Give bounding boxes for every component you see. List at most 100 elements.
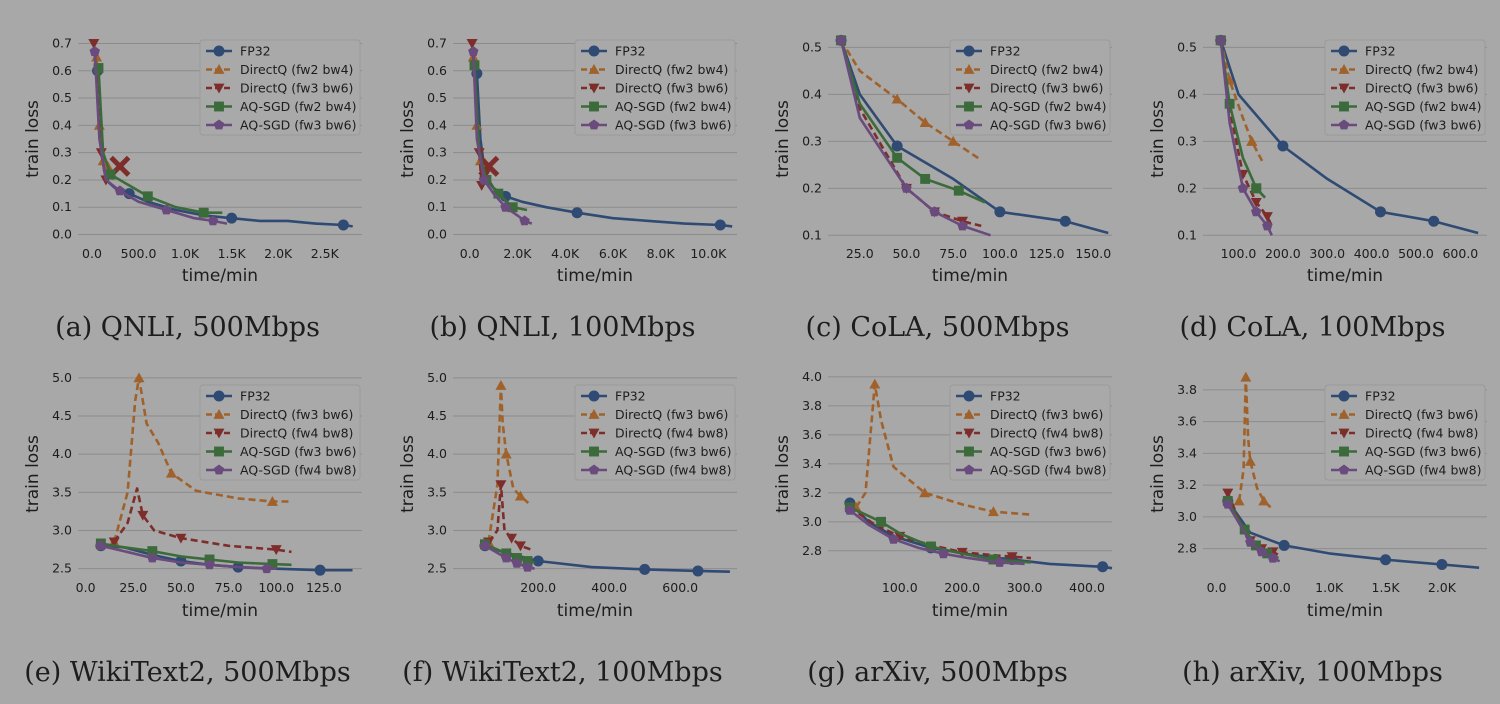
legend-entry: FP32 [240,389,271,404]
data-point [1267,552,1279,563]
data-point [105,169,116,180]
caption-c: (c) CoLA, 500Mbps [805,312,1070,343]
series-line [849,509,1025,566]
legend-marker [213,45,225,57]
data-point [929,206,940,217]
legend-marker [214,446,224,457]
x-axis-label: time/min [182,601,258,621]
legend-marker [963,119,975,130]
legend-marker [1338,83,1350,94]
x-tick-label: 600.0 [662,580,698,595]
data-point [987,506,999,517]
series-line [855,382,1032,516]
chart-b: 0.0 0.1 0.2 0.3 0.4 0.5 0.6 0.7 0.0 2.0K 4.0K 6.0K 8… [398,35,737,286]
legend-entry: AQ-SGD (fw4 bw8) [615,463,731,478]
data-point [994,206,1006,218]
legend-entry: AQ-SGD (fw4 bw8) [1365,463,1481,478]
series-line [100,542,292,567]
data-point [888,533,899,544]
series-aq-sgd-fw4-bw8- [479,540,535,572]
x-tick-label: 0.0 [1207,580,1227,595]
x-tick-label: 125.0 [1029,246,1065,261]
data-point [514,541,526,552]
legend-entry: AQ-SGD (fw3 bw6) [615,118,731,133]
y-tick-label: 0.2 [1177,180,1197,195]
legend-marker [1338,119,1350,130]
x-tick-label: 300.0 [1007,580,1043,595]
data-point [1222,488,1234,499]
x-tick-label: 4.0K [551,246,580,261]
y-tick-label: 3.0 [1177,509,1197,524]
x-tick-label: 200.0 [1265,246,1301,261]
caption-b: (b) QNLI, 100Mbps [429,312,696,343]
y-tick-label: 3.0 [802,514,822,529]
x-tick-label: 1.0K [171,246,200,261]
data-point [133,372,145,383]
data-point [919,487,931,498]
caption-a: (a) QNLI, 500Mbps [55,312,320,343]
y-tick-label: 0.1 [427,199,447,214]
x-tick-label: 25.0 [846,246,874,261]
series-directq-fw3-bw6- [1233,371,1272,509]
y-tick-label: 3.5 [427,484,447,499]
chart-c: 0.1 0.2 0.3 0.4 0.5 25.0 50.0 75.0 100.0 125.0 150… [773,34,1112,286]
series-line [487,483,532,551]
series-line [112,376,292,543]
data-point [892,152,903,163]
data-point [95,540,107,551]
chart-a: 0.0 0.1 0.2 0.3 0.4 0.5 0.6 0.7 0.0 500.0 1.0K 1.5K… [23,35,362,286]
legend-entry: DirectQ (fw4 bw8) [990,426,1103,441]
y-axis-label: train loss [1148,435,1168,513]
x-tick-label: 1.0K [1315,580,1344,595]
legend-marker [213,83,225,94]
y-axis-label: train loss [773,100,793,178]
legend-marker [213,464,225,475]
x-tick-label: 75.0 [939,246,967,261]
x-tick-label: 500.0 [1398,246,1434,261]
data-point [1262,548,1273,559]
data-point [522,561,533,572]
legend: FP32 DirectQ (fw3 bw6) DirectQ (fw4 bw8) AQ… [1324,384,1486,481]
legend-entry: DirectQ (fw3 bw6) [615,407,728,422]
legend-entry: FP32 [990,389,1021,404]
legend-marker [1338,64,1350,74]
y-axis-label: train loss [1148,100,1168,178]
data-point [493,188,504,199]
legend: FP32 DirectQ (fw2 bw4) DirectQ (fw3 bw6) AQ… [949,39,1111,136]
data-point [1224,98,1235,109]
x-tick-label: 600.0 [1442,246,1478,261]
legend-entry: AQ-SGD (fw4 bw8) [990,463,1106,478]
data-point [1239,524,1250,535]
legend-entry: AQ-SGD (fw3 bw6) [1365,118,1481,133]
legend-marker [588,119,600,130]
legend-entry: DirectQ (fw2 bw4) [240,62,353,77]
y-axis-label: train loss [773,435,793,513]
x-axis-label: time/min [557,601,633,621]
data-point [1262,220,1273,231]
data-point [501,552,512,563]
data-point [1258,495,1270,506]
legend: FP32 DirectQ (fw3 bw6) DirectQ (fw4 bw8) AQ… [574,384,736,481]
data-point [88,39,100,49]
y-tick-label: 0.1 [802,227,822,242]
x-tick-label: 100.0 [882,580,918,595]
y-tick-label: 0.6 [52,63,72,78]
data-point [901,182,912,193]
data-point [1059,215,1071,227]
data-point [198,207,209,218]
y-tick-label: 0.2 [427,172,447,187]
series-directq-fw4-bw8- [108,487,292,556]
series-line [1219,40,1273,236]
legend-marker [213,119,225,130]
series-line [1237,375,1272,509]
y-tick-label: 4.5 [52,408,72,423]
x-tick-label: 75.0 [215,580,243,595]
legend-entry: AQ-SGD (fw2 bw4) [615,99,731,114]
y-tick-label: 0.1 [52,199,72,214]
data-point [869,378,881,389]
data-point [89,46,100,57]
y-tick-label: 0.7 [427,35,447,50]
panel-f: 2.5 3.0 3.5 4.0 4.5 5.0 200.0 400.0 600.0 time/mi… [375,352,750,704]
x-tick-label: 125.0 [306,580,342,595]
